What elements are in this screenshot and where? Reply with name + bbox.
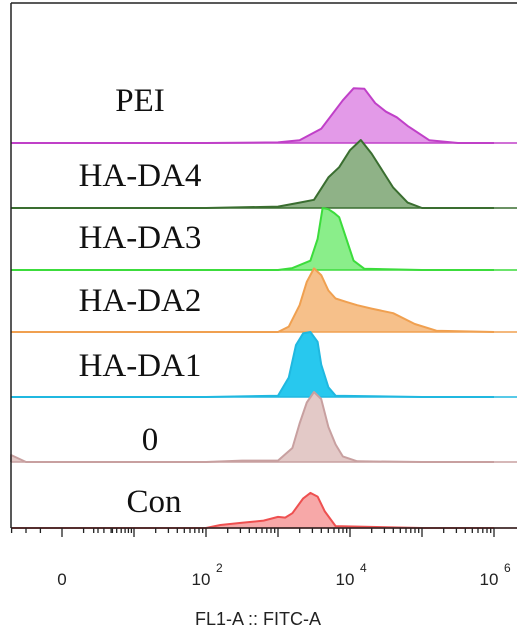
histogram-rows: PEI HA-DA4 HA-DA3 HA-DA2 HA-DA1 0 Con bbox=[10, 83, 517, 529]
histogram-row-ha-da3: HA-DA3 bbox=[11, 207, 517, 271]
histogram-row-0: 0 bbox=[10, 391, 517, 463]
x-tick-label-0: 0 bbox=[57, 570, 66, 589]
x-tick-base: 10 bbox=[192, 570, 211, 589]
plot-frame bbox=[10, 2, 517, 529]
histogram-row-ha-da2: HA-DA2 bbox=[11, 267, 517, 333]
histogram-row-ha-da1: HA-DA1 bbox=[11, 331, 517, 398]
x-tick-exponent: 6 bbox=[504, 561, 511, 575]
x-tick-base: 10 bbox=[480, 570, 499, 589]
x-axis-tick-labels: 0 10 2 10 4 10 6 bbox=[57, 561, 511, 589]
x-tick-label-10-2: 10 2 bbox=[192, 561, 223, 589]
histogram-row-con: Con bbox=[11, 484, 517, 529]
histogram-area-pei bbox=[11, 88, 517, 143]
x-tick-exponent: 2 bbox=[216, 561, 223, 575]
x-tick-exponent: 4 bbox=[360, 561, 367, 575]
row-label-ha-da2: HA-DA2 bbox=[79, 283, 202, 319]
row-label-con: Con bbox=[126, 484, 181, 520]
x-axis-ticks bbox=[10, 528, 495, 537]
row-label-pei: PEI bbox=[115, 83, 165, 119]
histogram-line-0 bbox=[10, 391, 494, 463]
x-axis-title: FL1-A :: FITC-A bbox=[195, 609, 321, 629]
histogram-row-ha-da4: HA-DA4 bbox=[11, 139, 517, 209]
row-label-ha-da4: HA-DA4 bbox=[79, 158, 202, 194]
histogram-area-con bbox=[11, 492, 517, 528]
row-label-0: 0 bbox=[142, 422, 159, 458]
x-tick-base: 10 bbox=[336, 570, 355, 589]
row-label-ha-da3: HA-DA3 bbox=[79, 220, 202, 256]
histogram-area-0 bbox=[11, 392, 517, 462]
x-tick-base: 0 bbox=[57, 570, 66, 589]
histogram-line-con bbox=[11, 491, 494, 529]
histogram-row-pei: PEI bbox=[11, 83, 517, 144]
histogram-area-ha-da4 bbox=[11, 140, 517, 208]
x-tick-label-10-6: 10 6 bbox=[480, 561, 511, 589]
histogram-area-ha-da2 bbox=[11, 268, 517, 332]
row-label-ha-da1: HA-DA1 bbox=[79, 348, 202, 384]
x-tick-label-10-4: 10 4 bbox=[336, 561, 367, 589]
histogram-line-pei bbox=[11, 87, 494, 144]
